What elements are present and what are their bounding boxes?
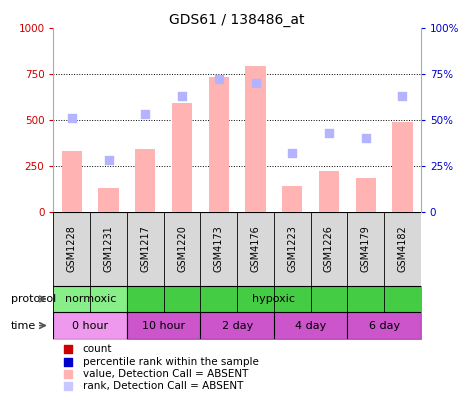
Point xyxy=(367,309,374,315)
Text: protocol: protocol xyxy=(11,294,56,304)
Bar xyxy=(135,149,155,212)
Point xyxy=(141,111,149,118)
Bar xyxy=(246,67,266,212)
Bar xyxy=(319,171,339,212)
Text: GSM4182: GSM4182 xyxy=(398,225,407,272)
Bar xyxy=(209,78,229,212)
Text: GSM1223: GSM1223 xyxy=(287,225,297,272)
Bar xyxy=(62,151,82,212)
Text: 0 hour: 0 hour xyxy=(72,320,108,331)
Point xyxy=(178,93,186,99)
Text: time: time xyxy=(11,320,36,331)
Text: value, Detection Call = ABSENT: value, Detection Call = ABSENT xyxy=(83,369,248,379)
Text: count: count xyxy=(83,345,113,354)
Point xyxy=(215,76,222,82)
Point xyxy=(288,150,296,156)
Bar xyxy=(356,178,376,212)
Text: percentile rank within the sample: percentile rank within the sample xyxy=(83,357,259,367)
Text: GSM1228: GSM1228 xyxy=(67,225,77,272)
Text: 2 day: 2 day xyxy=(221,320,253,331)
Text: 6 day: 6 day xyxy=(369,320,399,331)
Text: hypoxic: hypoxic xyxy=(252,294,295,304)
Point xyxy=(68,115,75,121)
Point xyxy=(362,135,369,141)
Text: GSM4173: GSM4173 xyxy=(214,225,224,272)
Point xyxy=(367,86,374,93)
Point xyxy=(326,129,333,136)
Text: rank, Detection Call = ABSENT: rank, Detection Call = ABSENT xyxy=(83,381,243,391)
Bar xyxy=(392,122,412,212)
Point xyxy=(105,157,113,164)
Bar xyxy=(172,103,192,212)
Text: GSM1217: GSM1217 xyxy=(140,225,150,272)
Bar xyxy=(99,188,119,212)
Text: 10 hour: 10 hour xyxy=(142,320,185,331)
Text: normoxic: normoxic xyxy=(65,294,116,304)
Text: GSM4179: GSM4179 xyxy=(361,225,371,272)
Point xyxy=(399,93,406,99)
Text: GSM1226: GSM1226 xyxy=(324,225,334,272)
Text: 4 day: 4 day xyxy=(295,320,326,331)
Bar xyxy=(53,212,421,286)
Title: GDS61 / 138486_at: GDS61 / 138486_at xyxy=(169,13,305,27)
Point xyxy=(367,198,374,204)
Text: GSM4176: GSM4176 xyxy=(251,225,260,272)
Point xyxy=(252,80,259,86)
Text: GSM1220: GSM1220 xyxy=(177,225,187,272)
Text: GSM1231: GSM1231 xyxy=(104,225,113,272)
Bar xyxy=(282,186,302,212)
